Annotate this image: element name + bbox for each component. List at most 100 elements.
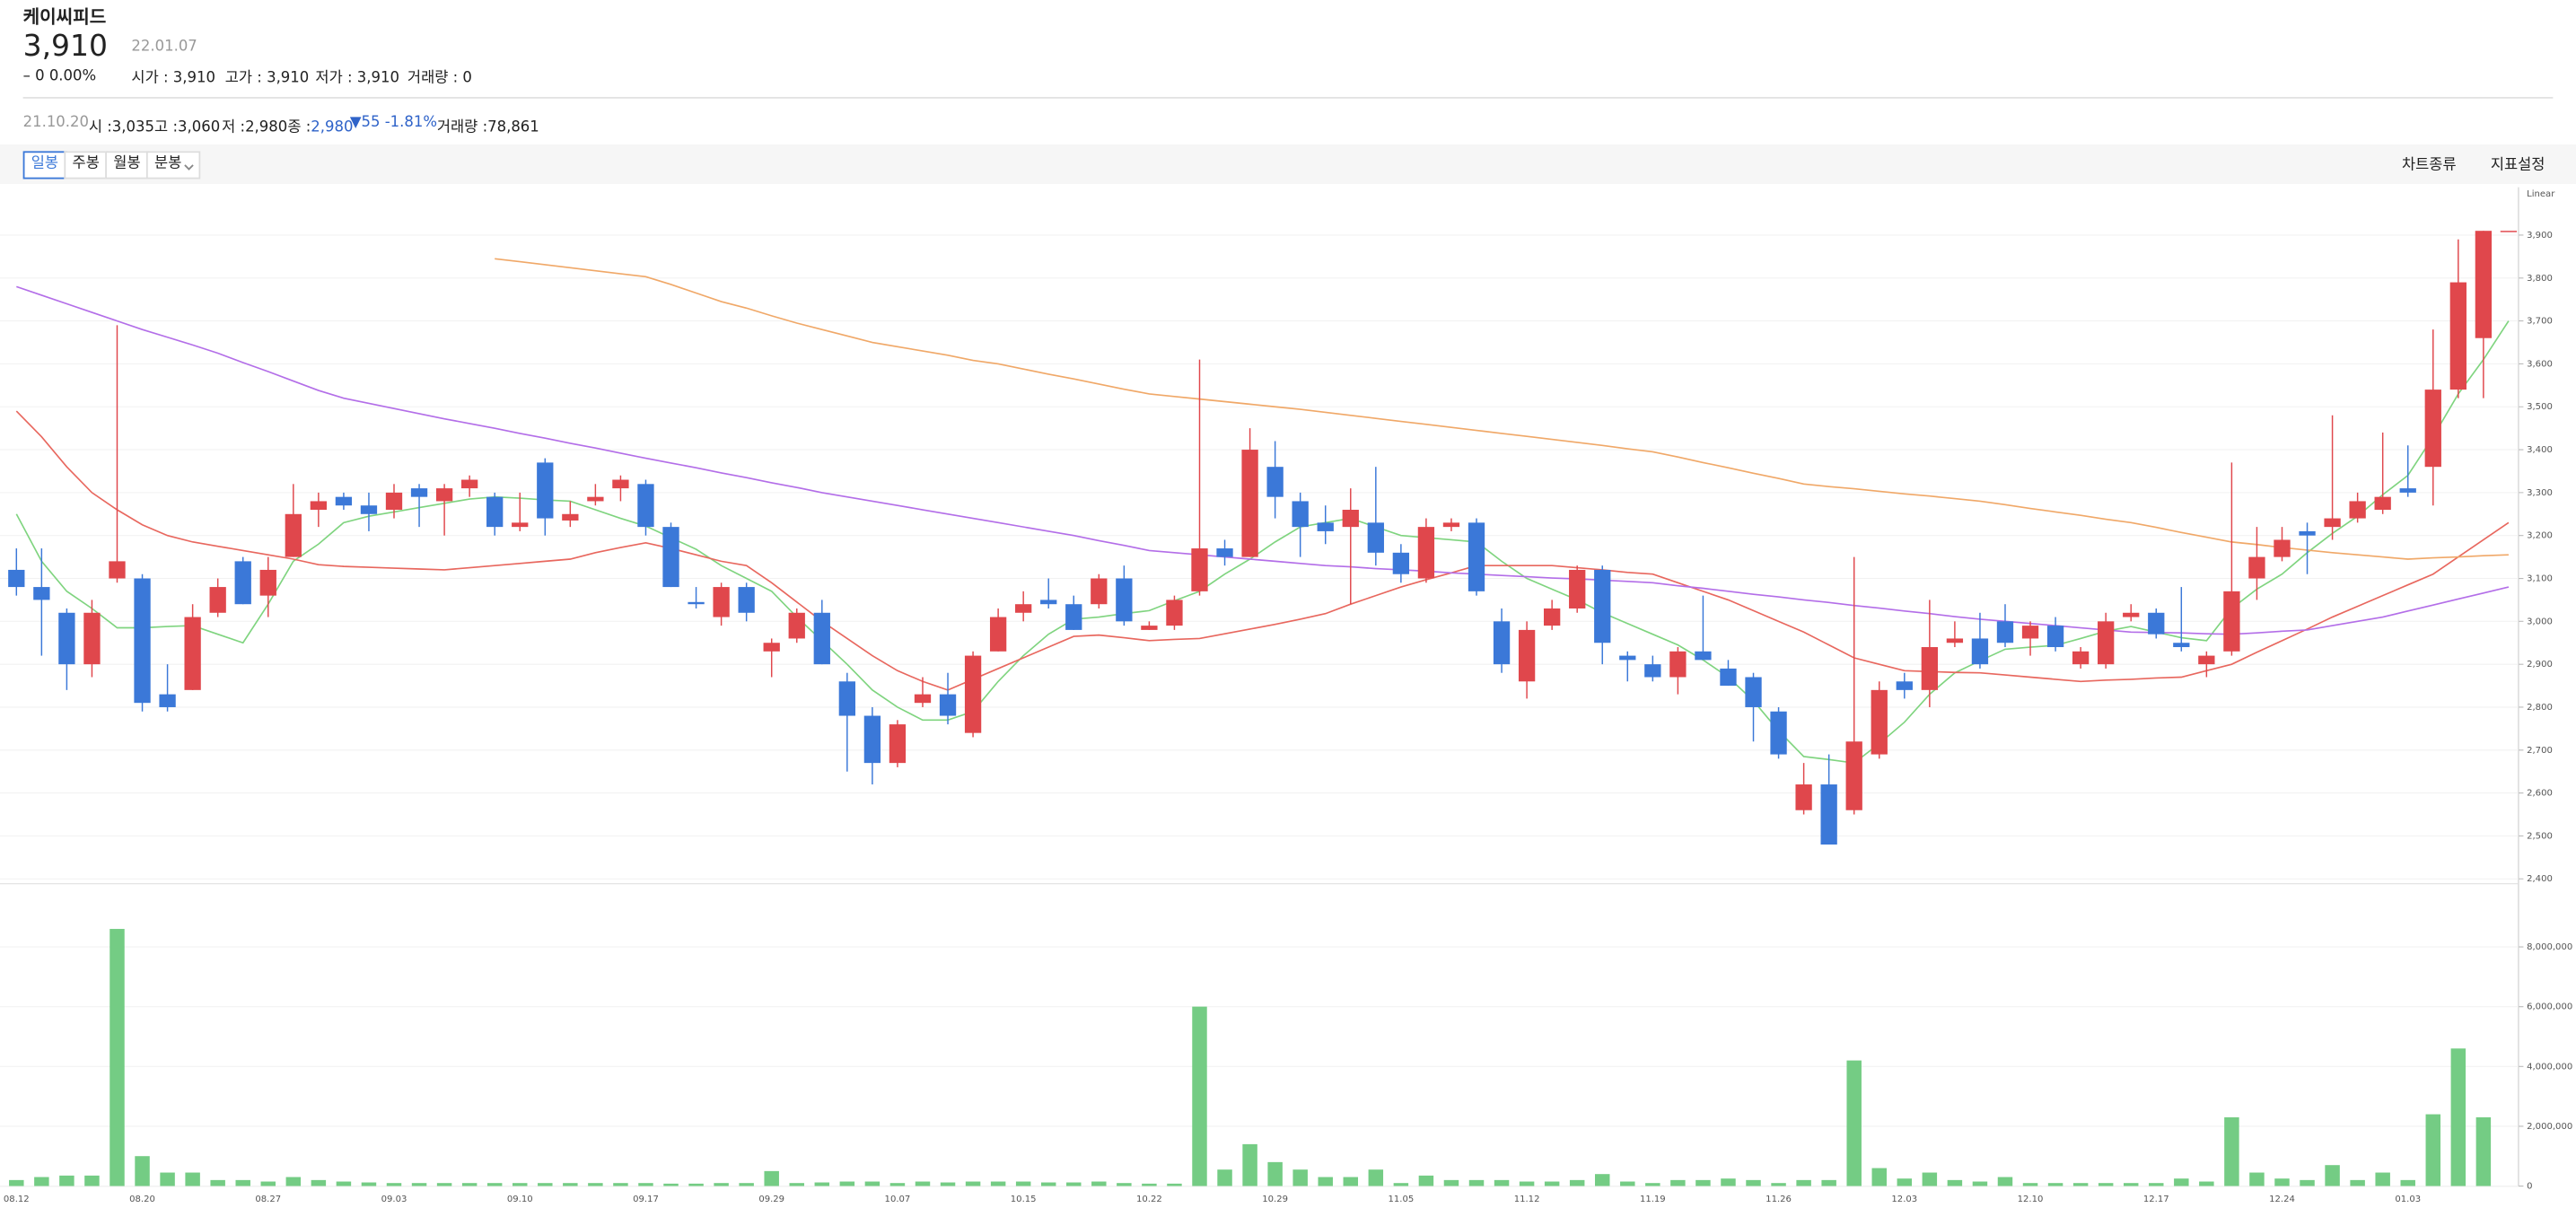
volume-bar xyxy=(1569,1179,1585,1186)
candle-body xyxy=(587,496,604,502)
candle-body xyxy=(863,715,881,764)
volume-bar xyxy=(1871,1168,1887,1186)
candle-body xyxy=(914,694,932,704)
x-tick-label: 08.12 xyxy=(4,1195,30,1204)
y-tick-label: 8,000,000 xyxy=(2527,942,2572,952)
volume-bar xyxy=(2072,1183,2089,1186)
x-tick-label: 11.12 xyxy=(1514,1195,1540,1204)
volume-bar xyxy=(864,1181,881,1186)
volume-bar xyxy=(461,1183,478,1186)
candle-body xyxy=(33,587,50,600)
info-label: 저 : xyxy=(222,119,246,136)
volume-bar xyxy=(1947,1179,1963,1186)
candle-body xyxy=(688,601,705,605)
candle-body xyxy=(2046,626,2064,648)
info-label: 거래량 : xyxy=(436,119,488,136)
volume-bar xyxy=(2300,1179,2315,1186)
volume-bar xyxy=(260,1181,276,1186)
candle-body xyxy=(58,612,75,665)
volume-bar xyxy=(2174,1178,2189,1186)
candle-body xyxy=(2274,539,2291,557)
candle-body xyxy=(1317,522,1334,531)
x-tick-label: 10.07 xyxy=(885,1195,911,1204)
candle-body xyxy=(662,527,679,588)
candle-body xyxy=(134,578,151,704)
y-tick-label: 3,700 xyxy=(2527,317,2553,327)
candle-body xyxy=(1292,501,1309,528)
volume-bar xyxy=(1468,1179,1485,1186)
x-tick-label: 09.10 xyxy=(507,1195,533,1204)
info-label: 시 : xyxy=(88,119,112,136)
candle-body xyxy=(1971,638,1989,665)
volume-bar xyxy=(512,1183,528,1186)
candle-body xyxy=(1770,711,1787,755)
candle-body xyxy=(2324,518,2341,528)
y-tick-label: 3,500 xyxy=(2527,402,2553,412)
volume-bar xyxy=(285,1177,302,1186)
candle-body xyxy=(1946,638,1964,643)
volume-bar xyxy=(235,1179,250,1186)
info-change: ▼55 -1.81% xyxy=(349,115,438,132)
indicator-button[interactable]: 지표설정 xyxy=(2490,157,2545,175)
candle-body xyxy=(1996,621,2014,643)
stock-name: 케이씨피드 xyxy=(22,6,107,29)
volume-bar xyxy=(311,1179,327,1186)
candle-body xyxy=(2399,488,2416,493)
volume-bar xyxy=(1494,1179,1510,1186)
volume-bar xyxy=(1897,1178,1913,1186)
candle-body xyxy=(637,484,654,528)
candle-body xyxy=(486,496,504,528)
y-tick-label: 2,000,000 xyxy=(2527,1122,2572,1132)
candle-body xyxy=(2198,655,2215,665)
volume-bar xyxy=(34,1177,49,1186)
info-value: 2,980 xyxy=(245,119,288,136)
volume-bar xyxy=(361,1182,377,1186)
volume-bar xyxy=(1418,1175,1434,1186)
volume-bar xyxy=(135,1156,150,1186)
chart-type-button[interactable]: 차트종류 xyxy=(2401,157,2457,175)
volume-bar xyxy=(1242,1143,1257,1186)
candle-body xyxy=(2021,626,2039,639)
period-button[interactable]: 일봉 xyxy=(22,151,67,179)
volume-bar xyxy=(814,1182,830,1186)
y-tick-label: 3,000 xyxy=(2527,617,2553,626)
candle-body xyxy=(2223,591,2240,652)
y-tick-label: 2,700 xyxy=(2527,746,2553,756)
current-price: 3,910 xyxy=(22,29,108,65)
moving-average-line xyxy=(15,320,2510,764)
info-label: 고 : xyxy=(154,119,179,136)
scale-label: Linear xyxy=(2527,189,2555,199)
volume-bar xyxy=(1544,1181,1560,1186)
open-price: 시가 : 3,910 xyxy=(131,70,215,88)
candle-body xyxy=(234,561,251,605)
candle-body xyxy=(259,569,276,596)
candle-body xyxy=(1392,552,1410,574)
volume-bar xyxy=(2475,1116,2492,1186)
y-tick-label: 3,600 xyxy=(2527,359,2553,369)
x-tick-label: 11.19 xyxy=(1640,1195,1666,1204)
candle-body xyxy=(1468,522,1485,591)
candle-body xyxy=(184,617,201,690)
candle-body xyxy=(1191,548,1208,591)
y-tick-label: 3,100 xyxy=(2527,574,2553,584)
x-tick-label: 09.17 xyxy=(633,1195,659,1204)
volume-bar xyxy=(1595,1174,1610,1186)
volume-bar xyxy=(940,1182,956,1186)
candle-body xyxy=(2374,496,2391,511)
period-button[interactable]: 분봉 xyxy=(145,151,200,179)
y-tick-label: 2,500 xyxy=(2527,831,2553,841)
volume-bar xyxy=(9,1179,24,1186)
candle-body xyxy=(738,587,755,613)
volume-bar xyxy=(2149,1183,2164,1186)
y-tick-label: 3,300 xyxy=(2527,488,2553,498)
info-value: 2,980 xyxy=(311,119,354,136)
x-tick-label: 12.03 xyxy=(1891,1195,1917,1204)
info-item: 시 :3,035 xyxy=(89,115,154,136)
volume-bar xyxy=(1695,1179,1711,1186)
candle-body xyxy=(1518,629,1536,682)
y-tick-label: 6,000,000 xyxy=(2527,1002,2572,1012)
candle-body xyxy=(1015,604,1032,613)
volume-bar xyxy=(1443,1179,1459,1186)
